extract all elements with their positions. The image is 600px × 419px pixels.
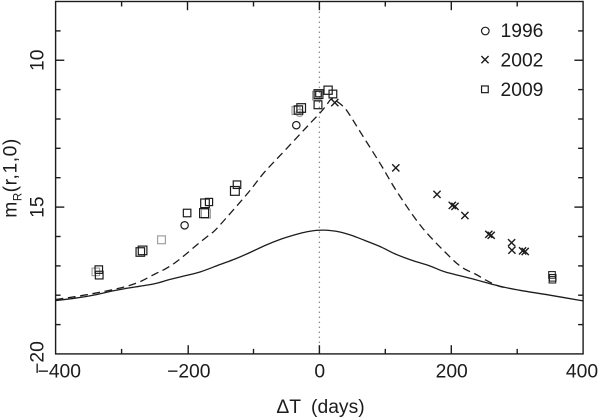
svg-text:200: 200 [436,361,468,382]
svg-text:0: 0 [314,361,325,382]
svg-text:15: 15 [28,196,49,217]
svg-text:−200: −200 [167,361,210,382]
svg-text:400: 400 [566,361,598,382]
svg-text:−400: −400 [38,361,81,382]
svg-text:mR(r,1,0): mR(r,1,0) [1,138,25,218]
svg-text:−20: −20 [28,341,49,374]
svg-text:ΔT (days): ΔT (days) [276,397,364,418]
svg-text:2002: 2002 [501,50,544,71]
svg-text:2009: 2009 [501,80,544,101]
svg-text:10: 10 [28,50,49,71]
svg-text:1996: 1996 [501,21,544,42]
